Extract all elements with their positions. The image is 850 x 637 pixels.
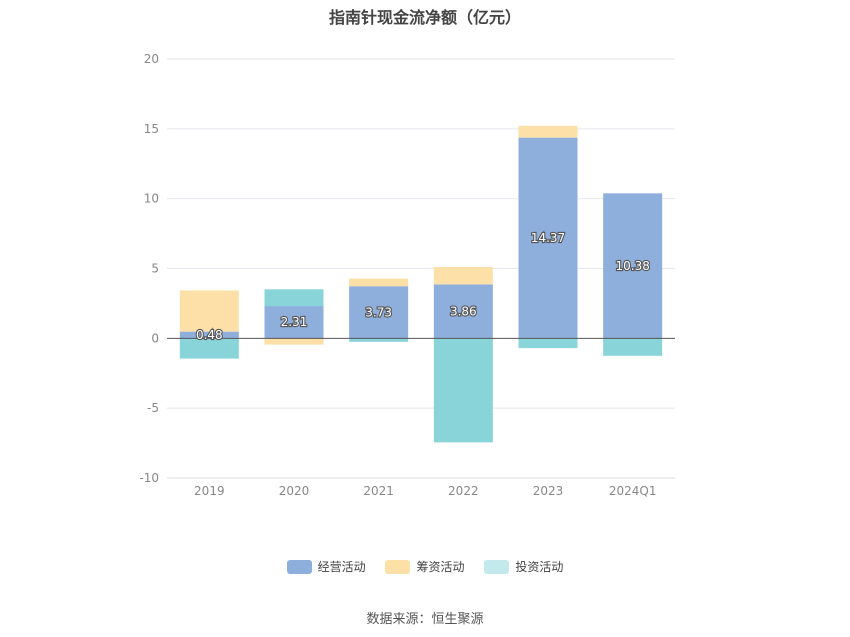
bar-0-3: [433, 284, 493, 339]
grid-lines: [167, 58, 675, 479]
bar-0-1: [264, 306, 324, 339]
x-tick-label: 2021: [363, 484, 394, 498]
x-tick-label: 2019: [194, 484, 225, 498]
data-label: 3.86: [450, 304, 477, 318]
y-tick-label: 15: [144, 122, 159, 136]
x-tick-label: 2022: [448, 484, 479, 498]
chart-title: 指南针现金流净额（亿元）: [328, 8, 521, 27]
bar-1-1: [264, 338, 324, 345]
data-label: 14.37: [531, 231, 565, 245]
bar-2-2: [349, 338, 409, 342]
data-label: 3.73: [365, 305, 392, 319]
y-tick-label: 5: [151, 262, 159, 276]
legend: 经营活动 筹资活动 投资活动: [0, 558, 850, 577]
x-tick-label: 2023: [533, 484, 564, 498]
axes: 20 15 10 5 0 -5 -10 2019 2020 2021 2022 2023 2024Q1: [139, 52, 675, 498]
bar-1-4: [518, 125, 578, 138]
data-source: 数据来源：恒生聚源: [366, 612, 484, 627]
bars: [179, 125, 663, 443]
x-tick-label: 2020: [279, 484, 310, 498]
bar-1-0: [179, 290, 239, 332]
bar-0-5: [603, 193, 663, 339]
bar-2-0: [179, 338, 239, 359]
x-tick-label: 2024Q1: [609, 484, 657, 498]
bar-2-4: [518, 338, 578, 349]
legend-swatch-investing: [484, 559, 510, 574]
bar-0-2: [349, 286, 409, 339]
legend-label-investing: 投资活动: [515, 560, 564, 574]
bar-1-2: [349, 278, 409, 287]
legend-item-investing[interactable]: 投资活动: [484, 558, 563, 575]
legend-label-financing: 筹资活动: [416, 560, 465, 574]
y-tick-label: 20: [144, 52, 159, 66]
bar-2-1: [264, 289, 324, 307]
bar-0-4: [518, 137, 578, 339]
bar-2-5: [603, 338, 663, 356]
y-tick-label: -10: [139, 471, 159, 485]
legend-item-operating[interactable]: 经营活动: [286, 558, 366, 575]
data-label: 10.38: [615, 259, 649, 273]
legend-swatch-operating: [286, 559, 312, 574]
y-tick-label: -5: [147, 401, 159, 415]
y-tick-label: 10: [144, 192, 159, 206]
legend-swatch-financing: [385, 559, 411, 574]
bar-1-3: [433, 266, 493, 285]
bar-2-3: [433, 338, 493, 443]
y-tick-label: 0: [151, 331, 159, 345]
legend-label-operating: 经营活动: [317, 560, 366, 574]
data-label: 2.31: [281, 315, 308, 329]
legend-item-financing[interactable]: 筹资活动: [385, 558, 465, 575]
data-labels: 0.48 2.31 3.73 3.86 14.37 10.38: [195, 230, 651, 343]
data-label: 0.48: [196, 328, 223, 342]
bar-0-0: [179, 331, 239, 339]
